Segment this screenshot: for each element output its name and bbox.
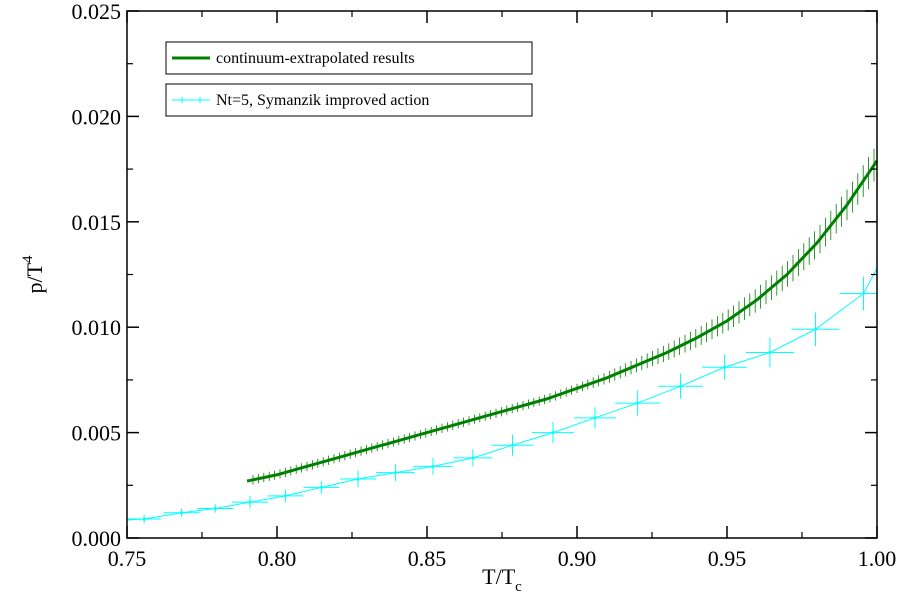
y-tick-label: 0.025 [72,0,122,24]
nt5-marker [431,464,435,468]
y-tick-label: 0.010 [72,315,122,340]
nt5-point [491,434,534,456]
x-tick-label: 0.75 [108,546,147,571]
y-axis-label-main: p/T [22,262,47,293]
nt5-marker [862,291,865,295]
nt5-point [745,337,794,368]
nt5-marker [593,416,597,420]
nt5-point [413,457,453,475]
nt5-point [532,422,574,444]
nt5-point [267,489,304,503]
series-layer [126,148,879,524]
nt5-point [702,354,748,380]
nt5-marker [511,443,514,447]
y-axis-label: p/T4 [20,255,47,294]
legend-label-continuum: continuum-extrapolated results [216,50,415,67]
legend-box-2 [165,83,533,117]
nt5-marker [814,327,817,331]
nt5-line [126,267,878,521]
legend: continuum-extrapolated results Nt=5, Sym… [165,41,533,117]
y-tick-label: 0.005 [72,421,122,446]
y-tick-label: 0.020 [72,104,122,129]
nt5-marker [319,485,323,489]
x-axis-label-main: T/T [482,564,516,589]
nt5-marker [768,350,772,354]
x-tick-label: 0.85 [408,546,447,571]
nt5-marker [394,471,397,475]
nt5-marker [679,384,682,388]
x-tick-label: 1.00 [858,546,897,571]
ticks-layer: 0.75 0.80 0.85 0.90 0.95 1.00 0.000 0.005 0.010 0… [72,0,897,571]
nt5-point [615,390,661,416]
nt5-marker [248,500,252,504]
nt5-marker [356,477,360,481]
nt5-point [127,514,161,524]
nt5-point [163,508,200,517]
x-tick-label: 0.80 [258,546,297,571]
nt5-marker [142,517,146,521]
nt5-marker [283,494,287,498]
y-tick-label: 0.015 [72,210,122,235]
nt5-point [658,373,703,399]
y-tick-label: 0.000 [72,526,122,551]
nt5-marker [551,431,555,435]
nt5-point [340,470,376,488]
nt5-point [303,481,340,494]
nt5-point [453,449,493,467]
legend-label-nt5: Nt=5, Symanzik improved action [216,92,429,109]
nt5-marker [636,401,640,405]
nt5-point [839,276,877,311]
nt5-point [232,495,268,509]
nt5-point [197,504,234,513]
x-tick-label: 0.95 [708,546,747,571]
nt5-marker [471,456,475,460]
nt5-point [574,407,616,429]
nt5-point [376,464,415,482]
x-axis-label-sub: c [515,579,522,595]
nt5-marker [213,506,217,510]
continuum-line [246,159,879,483]
nt5-point [791,312,840,347]
y-axis-label-sup: 4 [20,255,36,263]
x-tick-label: 0.90 [558,546,597,571]
nt5-marker [180,511,184,515]
legend-box-1 [165,41,533,75]
nt5-marker [723,365,727,369]
x-axis-label: T/Tc [482,564,522,595]
continuum-errorbars [252,148,875,485]
